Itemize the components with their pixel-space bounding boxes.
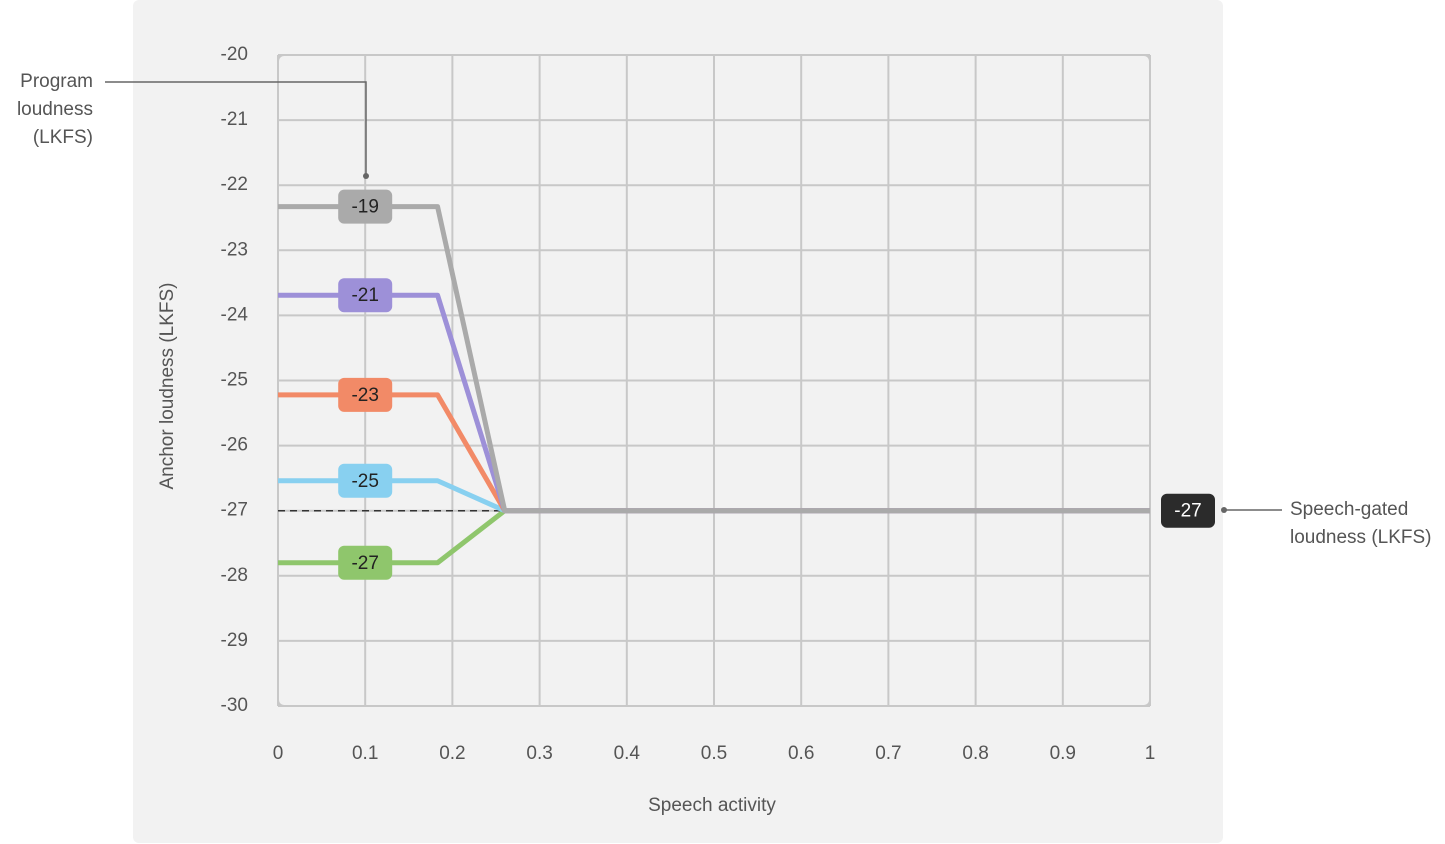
leader-dot	[363, 173, 369, 179]
y-tick-label: -28	[221, 565, 248, 586]
leader-dot	[1221, 507, 1227, 513]
panel-background	[133, 0, 1223, 843]
y-tick-label: -29	[221, 630, 248, 651]
series-badge	[338, 278, 393, 313]
x-tick-label: 0.8	[962, 743, 988, 764]
y-tick-label: -27	[221, 500, 248, 521]
y-tick-label: -24	[221, 304, 249, 325]
series-badge	[338, 545, 393, 580]
series-badge	[338, 377, 393, 412]
y-tick-label: -25	[221, 370, 248, 391]
speech-gated-value: -27	[1174, 501, 1201, 522]
series-label: -19	[351, 197, 378, 218]
series-label: -21	[351, 285, 378, 306]
series-label: -25	[351, 471, 378, 492]
x-tick-label: 0.9	[1050, 743, 1076, 764]
y-tick-label: -26	[221, 435, 248, 456]
y-tick-label: -20	[221, 44, 248, 65]
x-tick-label: 0.2	[439, 743, 465, 764]
speech-gated-badge	[1161, 493, 1215, 528]
y-axis-title: Anchor loudness (LKFS)	[157, 283, 178, 490]
speech-gated-note: Speech-gated loudness (LKFS)	[1290, 499, 1432, 548]
program-loudness-note: Program loudness (LKFS)	[16, 71, 93, 148]
x-axis-title: Speech activity	[648, 795, 776, 816]
series-label: -23	[351, 385, 378, 406]
x-tick-label: 0	[273, 743, 284, 764]
x-tick-label: 0.1	[352, 743, 378, 764]
x-tick-label: 1	[1145, 743, 1156, 764]
series-badge	[338, 189, 393, 224]
series-label: -27	[351, 553, 378, 574]
leader-line	[105, 81, 367, 175]
x-tick-label: 0.6	[788, 743, 814, 764]
y-tick-label: -23	[221, 239, 248, 260]
x-tick-label: 0.4	[614, 743, 641, 764]
y-tick-label: -30	[221, 695, 248, 716]
series-badge	[338, 463, 393, 498]
x-tick-label: 0.3	[526, 743, 552, 764]
y-tick-label: -22	[221, 174, 248, 195]
y-tick-label: -21	[221, 109, 248, 130]
x-tick-label: 0.5	[701, 743, 727, 764]
x-tick-label: 0.7	[875, 743, 901, 764]
